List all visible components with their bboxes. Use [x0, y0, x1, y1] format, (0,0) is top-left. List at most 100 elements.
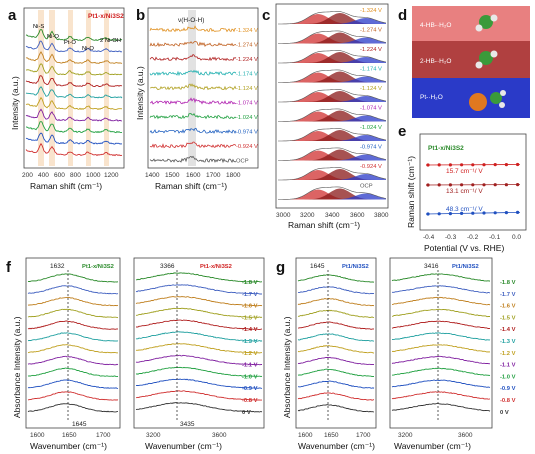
data-point [460, 163, 464, 167]
ir-trace [27, 355, 119, 366]
data-point [448, 212, 452, 216]
tick: 3600 [458, 432, 473, 439]
ir-trace [391, 355, 491, 365]
panel-c-fits: -1.324 V -1.274 V -1.224 V -1.174 V -1.124 V… [278, 8, 387, 200]
panel-f-ylabel: Absorbance Intensity (a.u.) [12, 316, 22, 418]
ir-trace [391, 285, 491, 294]
potential-label: OCP [360, 184, 373, 190]
ir-trace [297, 297, 375, 307]
f-right-title: Pt1-x/Ni3S2 [200, 264, 232, 270]
panel-g-left-frame [295, 257, 377, 429]
data-point [504, 183, 508, 187]
ir-trace [298, 286, 375, 295]
fit-component [278, 174, 386, 180]
ir-trace [391, 344, 491, 353]
panel-d-letter: d [398, 7, 407, 24]
fit-envelope [278, 50, 387, 64]
panel-e-ylabel: Raman shift (cm⁻¹) [406, 156, 416, 228]
fit-component [278, 18, 386, 24]
ir-trace [135, 378, 263, 389]
data-point [437, 163, 441, 167]
fit-component [278, 52, 386, 63]
potential-label: -0.8 V [242, 398, 258, 404]
raman-trace [149, 141, 237, 149]
f-left-title: Pt1-x/Ni3S2 [82, 264, 114, 270]
potential-label: -0.9 V [500, 386, 516, 392]
potential-label: -1.3 V [500, 339, 516, 345]
potential-label: -1.024 V [360, 125, 382, 131]
panel-b-traces [149, 25, 237, 164]
panel-f-right-frame [133, 257, 265, 429]
fit-component [278, 53, 386, 63]
panel-g-left-traces [297, 274, 375, 413]
tick: 1400 [145, 172, 160, 179]
panel-e-xticks: -0.4 -0.3 -0.2 -0.1 0.0 [423, 234, 521, 241]
peak-label-ni-o-2: Ni-O [82, 46, 94, 52]
ir-trace [136, 319, 263, 330]
band-4hb [412, 6, 530, 41]
ir-trace [135, 342, 263, 354]
raman-trace [25, 28, 123, 42]
panel-e-letter: e [398, 123, 406, 140]
peak-label-ni-s: Ni-S [33, 24, 44, 30]
ir-trace [391, 391, 491, 400]
potential-label: -1.2 V [242, 351, 258, 357]
tick: -0.3 [445, 234, 457, 241]
raman-trace [149, 155, 237, 164]
potential-label: -1.1 V [500, 363, 516, 369]
potential-label: -1.6 V [500, 304, 516, 310]
potential-label: -1.5 V [500, 315, 516, 321]
potential-label: -1.2 V [500, 351, 516, 357]
raman-trace [149, 69, 237, 77]
tick: 200 [22, 172, 33, 179]
panel-a-traces [25, 28, 123, 157]
potential-label: -1.124 V [360, 86, 382, 92]
fit-component [278, 76, 386, 83]
panel-b-frame [147, 7, 259, 169]
tick: 1700 [96, 432, 111, 439]
water-molecule-icon [475, 50, 498, 69]
tick: -0.4 [423, 234, 435, 241]
ir-trace [391, 308, 490, 318]
panel-g-ylabel: Absorbance Intensity (a.u.) [282, 316, 292, 418]
data-point [493, 163, 497, 167]
band-ni-o [49, 10, 55, 166]
band-hoh [188, 10, 196, 166]
data-point [471, 183, 475, 187]
fit-envelope [278, 186, 387, 200]
panel-g: g 1645 3416 Pt1/Ni3S2 Pt1/Ni3S2 -1.8 V-1… [276, 257, 516, 451]
fit-component [278, 189, 386, 200]
f-left-xlabel: Wavenumber (cm⁻¹) [30, 441, 107, 451]
fit-component [278, 14, 386, 24]
potential-label: -0.974 V [236, 130, 258, 136]
fit-component [278, 33, 386, 44]
panel-a-ylabel: Intensity (a.u.) [10, 76, 20, 130]
ir-trace [27, 320, 119, 330]
ir-trace [136, 272, 263, 283]
data-point [493, 183, 497, 187]
fit-component [278, 91, 386, 102]
panel-b-xlabel: Raman shift (cm⁻¹) [155, 181, 227, 191]
g-right-xlabel: Wavenumber (cm⁻¹) [394, 441, 471, 451]
fit-component [278, 37, 386, 44]
panel-c-xlabel: Raman shift (cm⁻¹) [288, 220, 360, 230]
panel-f-xticks: 1600 1650 1700 3200 3600 [30, 432, 227, 439]
ir-trace [135, 402, 263, 413]
ir-trace [391, 379, 491, 388]
peak-label-ni-o: Ni-O [47, 34, 59, 40]
water-molecule-icon [490, 90, 506, 108]
ir-trace [27, 344, 119, 354]
ir-trace [391, 332, 491, 341]
data-point [516, 210, 520, 214]
panel-b-ylabel: Intensity (a.u.) [135, 66, 145, 120]
g-left-xlabel: Wavenumber (cm⁻¹) [298, 441, 375, 451]
tick: 3200 [146, 432, 161, 439]
ir-trace [297, 333, 374, 342]
f-right-peak-top: 3366 [160, 263, 175, 270]
ir-trace [298, 321, 375, 330]
slope-label-3: 48.3 cm⁻¹/ V [446, 206, 483, 213]
ir-trace [297, 368, 375, 378]
band-pt-label: Pt-·H₂O [420, 94, 443, 101]
g-right-title: Pt1/Ni3S2 [452, 264, 479, 270]
